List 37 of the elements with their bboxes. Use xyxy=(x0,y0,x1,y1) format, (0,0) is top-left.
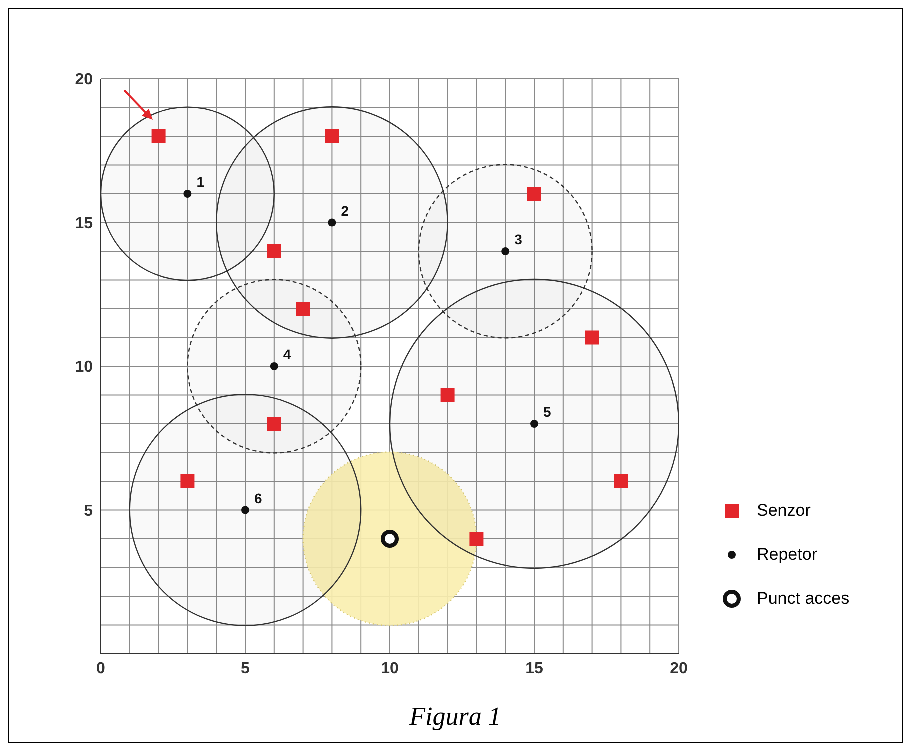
text: Figura 1 xyxy=(408,702,502,732)
point xyxy=(381,530,399,548)
point xyxy=(440,388,455,402)
x-tick-label: 10 xyxy=(381,660,399,678)
point xyxy=(325,130,340,144)
legend-label: Punct acces xyxy=(757,589,850,609)
point xyxy=(614,474,628,488)
y-tick-label: 10 xyxy=(75,359,94,376)
legend-label: Senzor xyxy=(757,501,811,521)
point xyxy=(328,218,336,227)
x-tick-label: 5 xyxy=(241,660,250,678)
annotation: 3 xyxy=(514,232,523,248)
annotation: 6 xyxy=(254,490,262,506)
point xyxy=(152,130,166,144)
annotation: 4 xyxy=(283,346,292,362)
point xyxy=(585,330,600,345)
point xyxy=(180,474,195,488)
point xyxy=(502,248,510,256)
annotation: 2 xyxy=(341,202,350,219)
point xyxy=(267,244,282,258)
x-tick-label: 0 xyxy=(96,660,106,678)
point xyxy=(296,302,310,316)
x-tick-label: 20 xyxy=(670,660,688,678)
y-tick-label: 20 xyxy=(75,72,94,89)
point xyxy=(528,187,542,201)
y-tick-label: 15 xyxy=(75,215,94,232)
x-tick-label: 15 xyxy=(526,660,544,678)
point xyxy=(267,417,282,431)
y-tick-label: 5 xyxy=(84,502,94,520)
point xyxy=(184,190,192,198)
point xyxy=(242,506,250,514)
point xyxy=(270,362,278,370)
annotation: 1 xyxy=(196,174,205,190)
legend-label: Repetor xyxy=(757,545,818,565)
point xyxy=(530,420,538,428)
annotation: 5 xyxy=(544,404,552,420)
point xyxy=(470,532,484,546)
